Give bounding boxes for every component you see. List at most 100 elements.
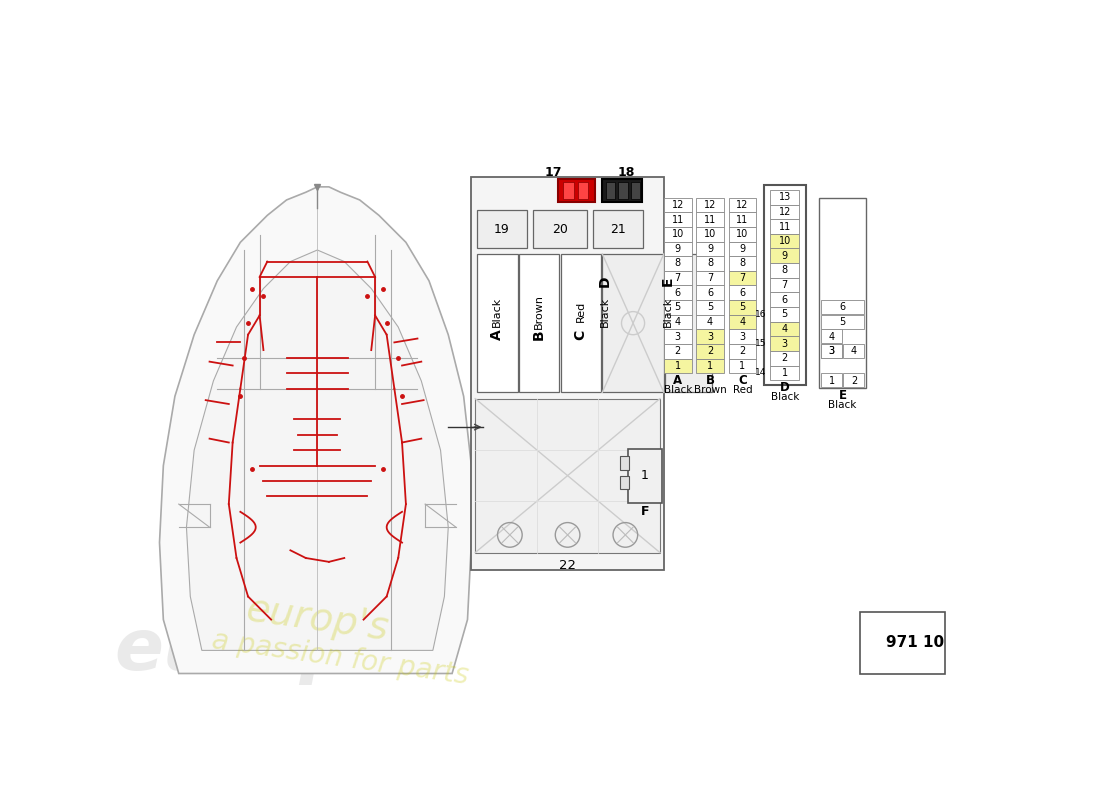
Text: Black: Black: [600, 297, 609, 326]
Bar: [603, 179, 642, 202]
Bar: [696, 242, 724, 256]
Text: 20: 20: [552, 222, 568, 236]
Bar: [476, 210, 527, 249]
Bar: [664, 256, 692, 270]
Text: 4: 4: [674, 317, 681, 327]
Bar: [770, 351, 800, 366]
Bar: [534, 210, 587, 249]
Bar: [563, 182, 574, 199]
Text: 9: 9: [707, 244, 713, 254]
Text: A: A: [491, 330, 504, 340]
Text: 7: 7: [782, 280, 788, 290]
Text: 2: 2: [674, 346, 681, 356]
Polygon shape: [160, 187, 472, 674]
Text: Brown: Brown: [535, 294, 544, 329]
Text: 10: 10: [704, 230, 716, 239]
Text: 4: 4: [782, 324, 788, 334]
Text: 4: 4: [851, 346, 857, 356]
Bar: [476, 254, 517, 393]
Bar: [603, 254, 664, 393]
Text: Red: Red: [733, 385, 752, 395]
Bar: [620, 456, 629, 470]
Bar: [728, 286, 757, 300]
Text: 3: 3: [674, 332, 681, 342]
Text: 3: 3: [782, 338, 788, 349]
Text: 1: 1: [739, 361, 746, 371]
Bar: [475, 398, 660, 553]
Bar: [763, 186, 805, 385]
Bar: [770, 190, 800, 205]
Text: 12: 12: [736, 200, 749, 210]
Bar: [664, 212, 692, 227]
Text: 3: 3: [707, 332, 713, 342]
Text: 2: 2: [739, 346, 746, 356]
Text: 6: 6: [674, 288, 681, 298]
Text: 11: 11: [779, 222, 791, 231]
Bar: [821, 314, 865, 329]
Bar: [696, 300, 724, 314]
Bar: [664, 344, 692, 358]
Text: 1: 1: [641, 469, 649, 482]
Bar: [844, 344, 865, 358]
Text: 19: 19: [494, 222, 509, 236]
Bar: [628, 449, 662, 502]
Text: 1: 1: [782, 368, 788, 378]
Bar: [728, 344, 757, 358]
Text: 16: 16: [755, 310, 767, 318]
Bar: [728, 358, 757, 373]
Bar: [664, 227, 692, 242]
Text: 5: 5: [674, 302, 681, 312]
Text: Black: Black: [663, 385, 692, 395]
Bar: [770, 307, 800, 322]
Bar: [696, 270, 724, 286]
Text: 8: 8: [707, 258, 713, 269]
Text: 12: 12: [671, 200, 684, 210]
Bar: [561, 254, 601, 393]
Bar: [728, 242, 757, 256]
Bar: [770, 234, 800, 249]
Bar: [578, 182, 588, 199]
Text: 11: 11: [704, 214, 716, 225]
Text: 11: 11: [736, 214, 748, 225]
Text: A: A: [673, 374, 682, 387]
Text: D: D: [597, 275, 612, 286]
Text: 4: 4: [739, 317, 746, 327]
Bar: [696, 330, 724, 344]
Text: a passion for parts: a passion for parts: [210, 626, 471, 690]
Text: 6: 6: [739, 288, 746, 298]
Text: 13: 13: [779, 192, 791, 202]
Bar: [696, 358, 724, 373]
Text: 17: 17: [544, 166, 562, 179]
Bar: [728, 256, 757, 270]
Bar: [519, 254, 559, 393]
Text: 8: 8: [782, 266, 788, 275]
Text: 1: 1: [828, 375, 835, 386]
Text: Brown: Brown: [694, 385, 726, 395]
Bar: [664, 330, 692, 344]
Text: europ: europ: [114, 616, 351, 685]
Bar: [770, 336, 800, 351]
Text: 9: 9: [739, 244, 746, 254]
Text: 4: 4: [828, 332, 835, 342]
Bar: [664, 314, 692, 330]
Bar: [728, 227, 757, 242]
Bar: [664, 286, 692, 300]
Bar: [821, 344, 842, 358]
Bar: [728, 212, 757, 227]
Text: Black: Black: [662, 297, 673, 326]
Text: 9: 9: [782, 250, 788, 261]
Bar: [770, 219, 800, 234]
Text: 1: 1: [674, 361, 681, 371]
Bar: [844, 373, 865, 387]
Bar: [821, 330, 842, 343]
Text: 8: 8: [674, 258, 681, 269]
Bar: [770, 366, 800, 380]
Bar: [770, 249, 800, 263]
Text: 12: 12: [779, 207, 791, 217]
Text: 22: 22: [559, 559, 576, 572]
Text: 8: 8: [739, 258, 746, 269]
Text: 6: 6: [839, 302, 846, 312]
Text: 12: 12: [704, 200, 716, 210]
Bar: [821, 373, 842, 387]
Bar: [630, 182, 640, 199]
